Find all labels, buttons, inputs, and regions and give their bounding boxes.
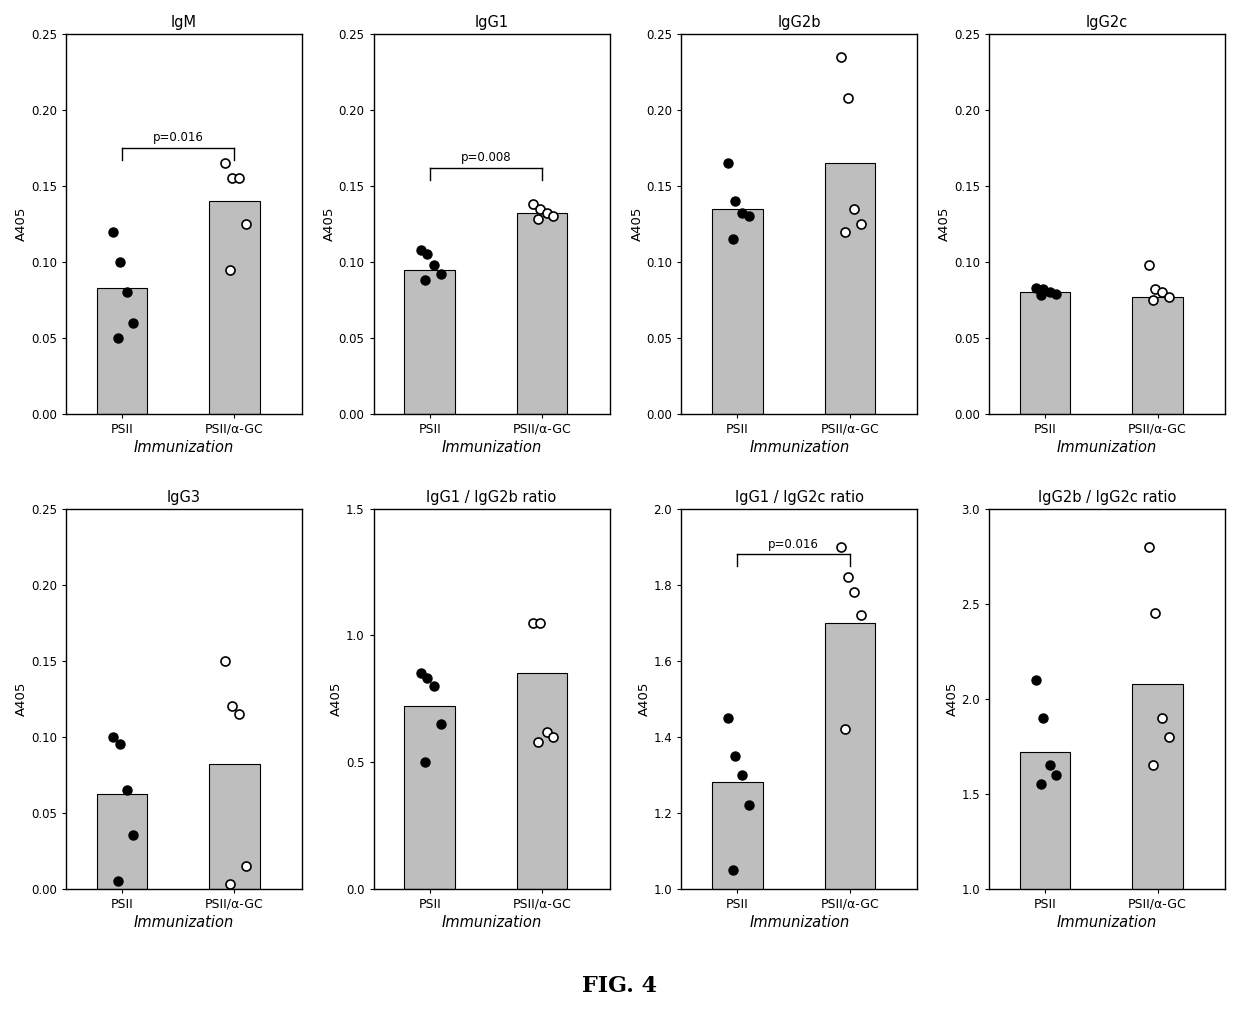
Title: IgG1 / IgG2c ratio: IgG1 / IgG2c ratio — [735, 490, 864, 505]
Y-axis label: A405: A405 — [330, 682, 343, 716]
Bar — [517, 213, 568, 414]
Bar — [1132, 297, 1183, 414]
Y-axis label: A405: A405 — [637, 682, 651, 716]
Bar — [97, 795, 148, 889]
X-axis label: Immunization: Immunization — [441, 914, 542, 930]
Y-axis label: A405: A405 — [939, 206, 951, 241]
Bar — [825, 164, 875, 414]
Bar — [1019, 293, 1070, 414]
Text: p=0.008: p=0.008 — [460, 151, 511, 164]
Title: IgG2b: IgG2b — [777, 15, 821, 30]
X-axis label: Immunization: Immunization — [441, 440, 542, 455]
Bar — [712, 782, 763, 1016]
Title: IgG2b / IgG2c ratio: IgG2b / IgG2c ratio — [1038, 490, 1177, 505]
X-axis label: Immunization: Immunization — [749, 440, 849, 455]
Title: IgG2c: IgG2c — [1086, 15, 1128, 30]
Bar — [404, 269, 455, 414]
Bar — [210, 764, 259, 889]
Y-axis label: A405: A405 — [945, 682, 959, 716]
Bar — [404, 706, 455, 889]
Title: IgG1: IgG1 — [475, 15, 508, 30]
X-axis label: Immunization: Immunization — [1056, 440, 1157, 455]
Y-axis label: A405: A405 — [630, 206, 644, 241]
Y-axis label: A405: A405 — [15, 206, 29, 241]
Title: IgG3: IgG3 — [167, 490, 201, 505]
Bar — [97, 288, 148, 414]
Text: p=0.016: p=0.016 — [769, 537, 820, 551]
Bar — [1132, 684, 1183, 1016]
Bar — [712, 208, 763, 414]
Y-axis label: A405: A405 — [322, 206, 336, 241]
Text: FIG. 4: FIG. 4 — [583, 974, 657, 997]
Text: p=0.016: p=0.016 — [153, 131, 203, 144]
Bar — [517, 674, 568, 889]
Title: IgM: IgM — [171, 15, 197, 30]
Bar — [210, 201, 259, 414]
Bar — [1019, 752, 1070, 1016]
Bar — [825, 623, 875, 1016]
X-axis label: Immunization: Immunization — [749, 914, 849, 930]
X-axis label: Immunization: Immunization — [1056, 914, 1157, 930]
Y-axis label: A405: A405 — [15, 682, 29, 716]
X-axis label: Immunization: Immunization — [134, 440, 234, 455]
Title: IgG1 / IgG2b ratio: IgG1 / IgG2b ratio — [427, 490, 557, 505]
X-axis label: Immunization: Immunization — [134, 914, 234, 930]
